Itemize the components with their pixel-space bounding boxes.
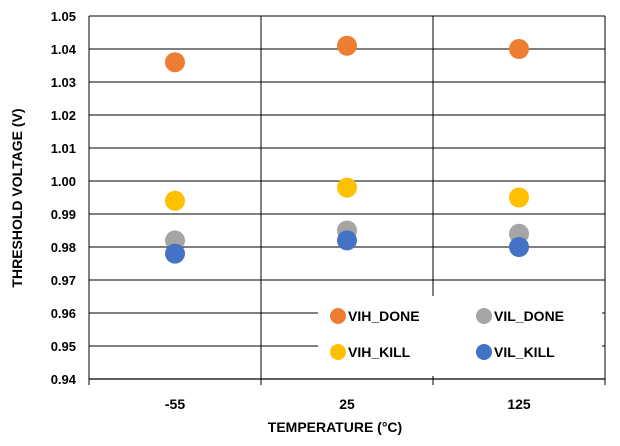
legend-label: VIH_KILL [348,344,411,360]
y-tick-label: 0.99 [51,207,76,222]
data-point-vih-kill [165,190,185,211]
data-point-vil-kill [165,243,185,264]
data-point-vih-kill [509,187,529,208]
legend-marker [476,308,492,324]
data-point-vih-done [165,52,185,73]
x-tick-labels: -55 25 125 [165,396,531,412]
y-tick-label: 0.94 [51,372,77,387]
data-point-vil-kill [337,230,357,251]
x-tick-label: -55 [165,396,185,412]
y-tick-label: 0.97 [51,273,76,288]
legend-label: VIL_DONE [494,308,564,324]
data-point-vil-kill [509,237,529,257]
y-tick-label: 0.98 [51,240,76,255]
legend-marker [330,308,346,324]
x-tick-label: 25 [339,396,355,412]
legend-label: VIL_KILL [494,344,555,360]
y-tick-label: 1.02 [51,108,76,123]
y-tick-label: 0.96 [51,306,76,321]
legend-background [318,296,602,376]
y-tick-label: 1.04 [51,42,77,57]
legend-marker [330,344,346,360]
y-tick-labels: 0.94 0.95 0.96 0.97 0.98 0.99 1.00 1.01 1.02 1.03… [51,9,77,387]
data-point-vih-kill [337,177,357,198]
y-axis-label: THRESHOLD VOLTAGE (V) [9,108,25,287]
legend: VIH_DONE VIL_DONE VIH_KILL VIL_KILL [318,296,602,376]
y-tick-label: 0.95 [51,339,76,354]
y-tick-label: 1.00 [51,174,76,189]
x-axis-label: TEMPERATURE (°C) [268,419,402,435]
y-tick-label: 1.05 [51,9,76,24]
data-point-vih-done [509,39,529,59]
y-tick-label: 1.03 [51,75,76,90]
data-points [165,35,529,264]
legend-marker [476,344,492,360]
y-tick-label: 1.01 [51,141,76,156]
x-tick-label: 125 [507,396,531,412]
legend-label: VIH_DONE [348,308,420,324]
data-point-vih-done [337,35,357,56]
